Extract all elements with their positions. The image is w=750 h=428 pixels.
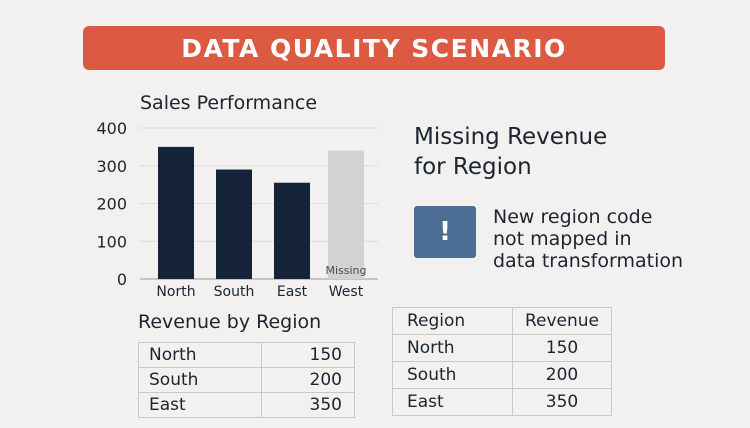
x-tick-label: East: [277, 284, 308, 300]
y-tick-label: 400: [96, 119, 127, 138]
alert-icon: !: [414, 206, 476, 258]
revenue-cell: 200: [512, 361, 612, 389]
column-header-revenue: Revenue: [512, 307, 612, 335]
x-tick-label: North: [156, 284, 195, 300]
bar-missing: [328, 150, 364, 279]
y-tick-label: 100: [96, 232, 127, 251]
bar: [274, 182, 310, 279]
table-row: North 150: [392, 334, 612, 362]
region-cell: East: [392, 388, 513, 416]
bar: [158, 146, 194, 279]
table-row: South 200: [138, 367, 355, 393]
y-tick-label: 300: [96, 157, 127, 176]
y-tick-label: 0: [117, 270, 127, 289]
region-cell: North: [392, 334, 513, 362]
bar: [216, 169, 252, 279]
banner-title: DATA QUALITY SCENARIO: [181, 33, 567, 63]
revenue-cell: 350: [261, 392, 355, 418]
title-banner: DATA QUALITY SCENARIO: [83, 26, 665, 70]
region-cell: North: [138, 342, 262, 368]
region-cell: South: [138, 367, 262, 393]
region-cell: East: [138, 392, 262, 418]
revenue-table: North 150 South 200 East 350: [138, 342, 355, 418]
callout-headline-line: Missing Revenue: [414, 124, 608, 150]
x-tick-label: South: [214, 284, 255, 300]
x-tick-label: West: [329, 284, 364, 300]
revenue-cell: 200: [261, 367, 355, 393]
region-cell: South: [392, 361, 513, 389]
alert-text-line: data transformation: [493, 250, 684, 272]
revenue-cell: 150: [261, 342, 355, 368]
chart-title: Sales Performance: [140, 92, 318, 114]
table-header-row: Region Revenue: [392, 307, 612, 335]
revenue-cell: 150: [512, 334, 612, 362]
alert-text: New region code not mapped in data trans…: [493, 206, 743, 272]
source-table: Region Revenue North 150 South 200 East …: [392, 307, 612, 416]
y-tick-label: 200: [96, 195, 127, 214]
table-row: South 200: [392, 361, 612, 389]
table-row: North 150: [138, 342, 355, 368]
callout-headline: Missing Revenue for Region: [414, 122, 714, 182]
alert-text-line: New region code: [493, 206, 653, 228]
table-row: East 350: [138, 392, 355, 418]
exclamation-icon: !: [439, 217, 451, 247]
callout-headline-line: for Region: [414, 154, 532, 180]
revenue-table-title: Revenue by Region: [138, 311, 322, 333]
table-row: East 350: [392, 388, 612, 416]
revenue-cell: 350: [512, 388, 612, 416]
missing-label: Missing: [325, 264, 366, 277]
column-header-region: Region: [392, 307, 513, 335]
alert-text-line: not mapped in: [493, 228, 632, 250]
